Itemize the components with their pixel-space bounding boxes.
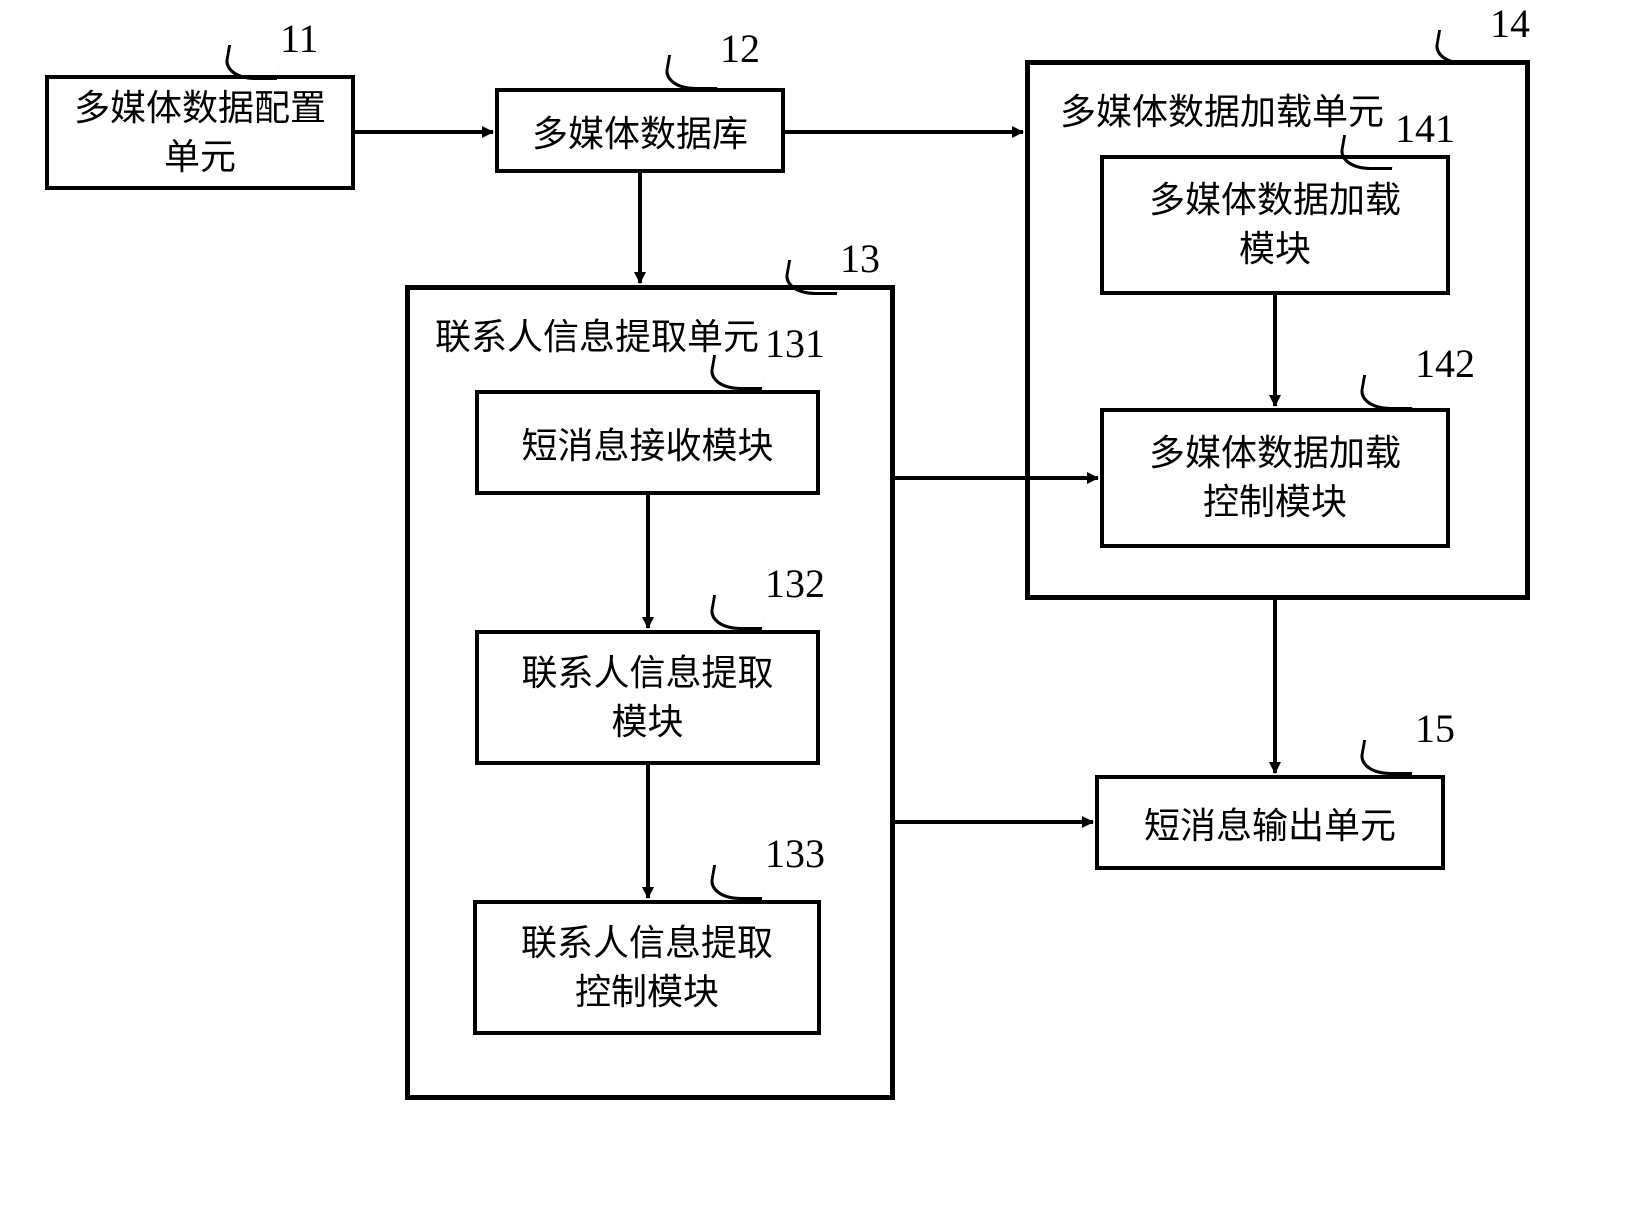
ref-15: 15 [1415,705,1455,752]
node-label: 多媒体数据加载控制模块 [1149,429,1401,526]
ref-141: 141 [1395,105,1455,152]
leader-icon [662,55,723,90]
node-label: 多媒体数据库 [532,105,748,157]
leader-icon [1357,740,1418,775]
node-contact-extract-module: 联系人信息提取模块 [475,630,820,765]
ref-13: 13 [840,235,880,282]
node-label: 联系人信息提取模块 [521,649,773,746]
node-label: 短消息接收模块 [521,417,773,469]
node-label: 多媒体数据配置单元 [74,84,326,181]
ref-11: 11 [280,15,319,62]
container-title: 联系人信息提取单元 [435,308,759,360]
container-title: 多媒体数据加载单元 [1060,83,1384,135]
ref-142: 142 [1415,340,1475,387]
node-label: 联系人信息提取控制模块 [521,919,773,1016]
ref-14: 14 [1490,0,1530,47]
ref-133: 133 [765,830,825,877]
ref-12: 12 [720,25,760,72]
node-load-ctrl-module: 多媒体数据加载控制模块 [1100,408,1450,548]
node-sms-receive-module: 短消息接收模块 [475,390,820,495]
node-config-unit: 多媒体数据配置单元 [45,75,355,190]
node-label: 多媒体数据加载模块 [1149,176,1401,273]
node-contact-extract-ctrl-module: 联系人信息提取控制模块 [473,900,821,1035]
node-load-module: 多媒体数据加载模块 [1100,155,1450,295]
ref-132: 132 [765,560,825,607]
ref-131: 131 [765,320,825,367]
node-sms-output-unit: 短消息输出单元 [1095,775,1445,870]
diagram-canvas: 多媒体数据配置单元 多媒体数据库 联系人信息提取单元 短消息接收模块 联系人信息… [0,0,1630,1211]
node-label: 短消息输出单元 [1144,797,1396,849]
node-database: 多媒体数据库 [495,88,785,173]
